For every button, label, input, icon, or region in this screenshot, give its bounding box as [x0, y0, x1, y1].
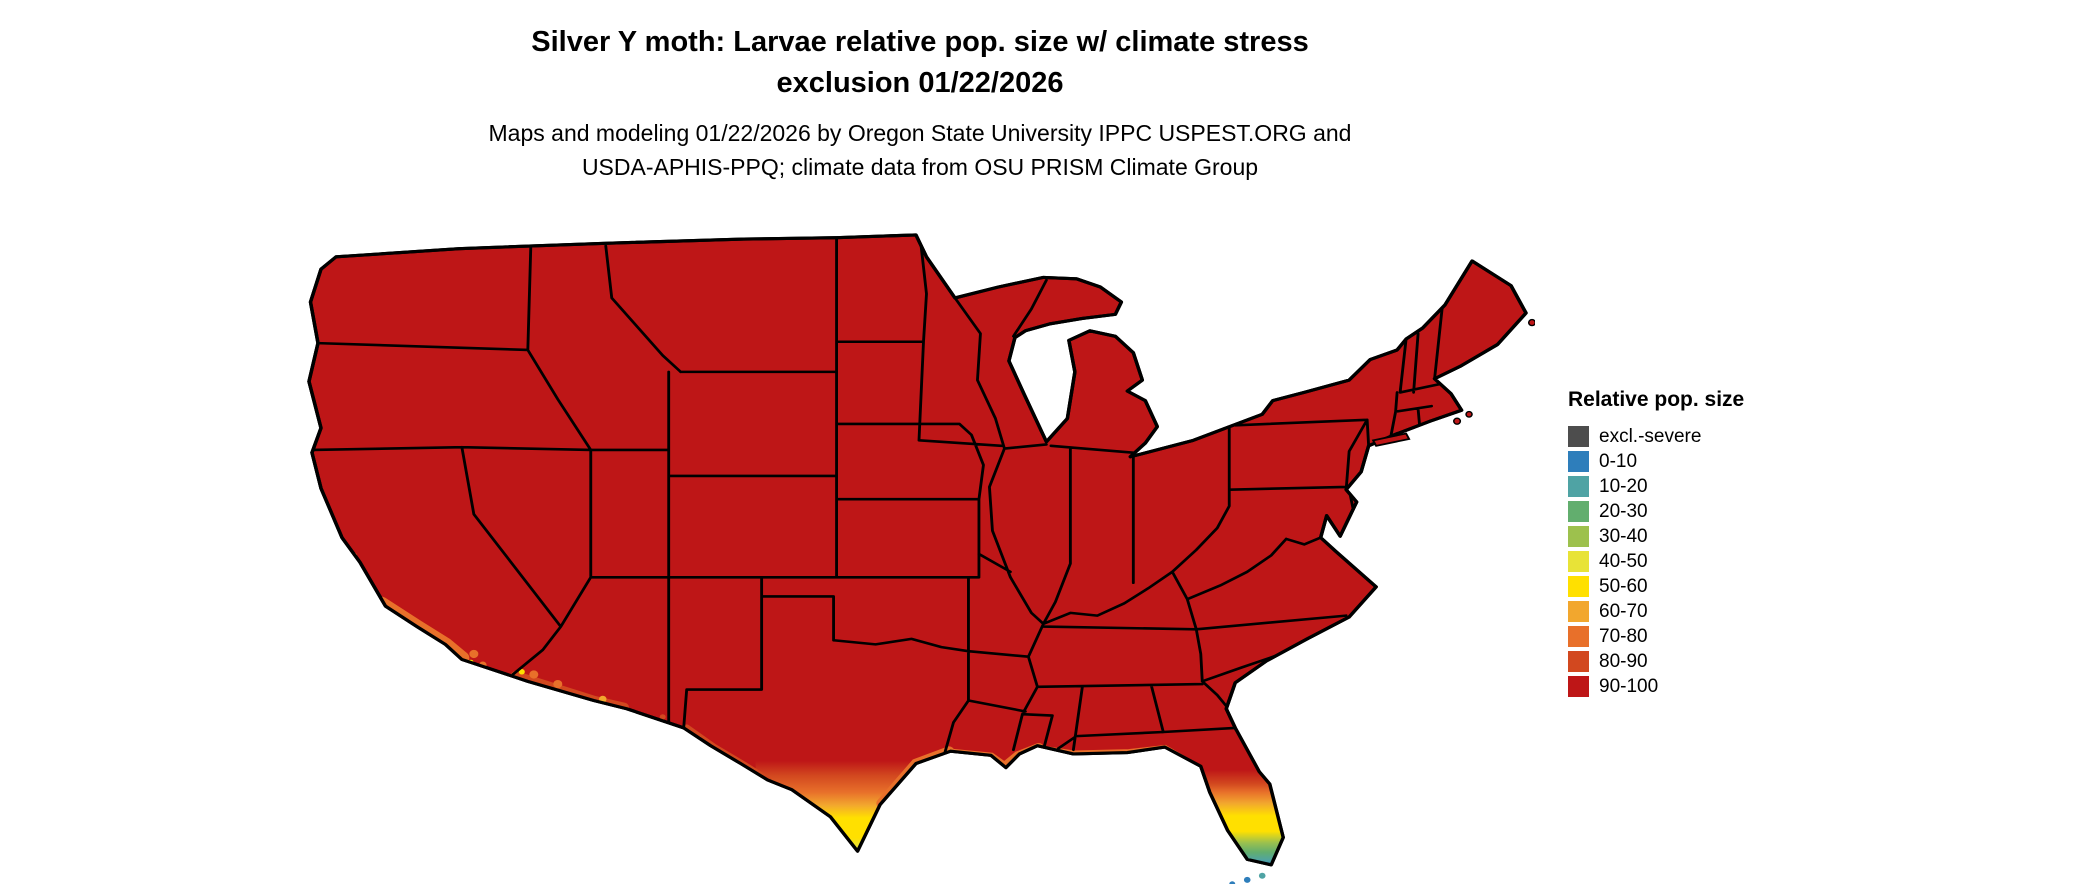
map-subtitle: Maps and modeling 01/22/2026 by Oregon S… — [0, 116, 1840, 184]
state-borders — [310, 236, 1444, 756]
legend-items: excl.-severe 0-10 10-20 20-30 30-40 40-5… — [1568, 424, 1744, 699]
legend-swatch — [1568, 601, 1589, 622]
us-map — [300, 224, 1535, 884]
legend-item-label: 40-50 — [1599, 550, 1648, 572]
legend-swatch — [1568, 676, 1589, 697]
legend-swatch — [1568, 501, 1589, 522]
upper-keys-dot — [1258, 872, 1266, 879]
arizona-speckles — [529, 670, 563, 689]
legend-item: excl.-severe — [1568, 424, 1744, 449]
new-mexico-speck — [659, 714, 666, 720]
legend-swatch — [1568, 551, 1589, 572]
legend-item: 90-100 — [1568, 674, 1744, 699]
legend-item: 30-40 — [1568, 524, 1744, 549]
title-line-2: exclusion 01/22/2026 — [776, 67, 1064, 99]
legend-item: 70-80 — [1568, 624, 1744, 649]
map-title: Silver Y moth: Larvae relative pop. size… — [0, 22, 1840, 104]
legend-swatch — [1568, 426, 1589, 447]
legend-swatch — [1568, 451, 1589, 472]
legend: Relative pop. size excl.-severe 0-10 10-… — [1568, 388, 1744, 699]
south-texas-gradient-region — [755, 760, 948, 865]
legend-swatch — [1568, 476, 1589, 497]
legend-item: 80-90 — [1568, 649, 1744, 674]
florida-keys-dots — [1229, 876, 1251, 884]
legend-item-label: 0-10 — [1599, 450, 1638, 472]
subtitle-line-2: USDA-APHIS-PPQ; climate data from OSU PR… — [581, 154, 1259, 180]
legend-item-label: 50-60 — [1599, 575, 1648, 597]
us-land — [307, 233, 1528, 867]
legend-swatch — [1568, 651, 1589, 672]
legend-item: 60-70 — [1568, 599, 1744, 624]
legend-item: 50-60 — [1568, 574, 1744, 599]
legend-item: 20-30 — [1568, 499, 1744, 524]
legend-item-label: 30-40 — [1599, 525, 1648, 547]
legend-item-label: 80-90 — [1599, 650, 1648, 672]
legend-item-label: excl.-severe — [1599, 425, 1702, 447]
legend-item: 40-50 — [1568, 549, 1744, 574]
legend-title: Relative pop. size — [1568, 388, 1745, 411]
legend-item-label: 20-30 — [1599, 500, 1648, 522]
yuma-yellow-speck — [518, 669, 525, 675]
legend-item-label: 70-80 — [1599, 625, 1648, 647]
legend-swatch — [1568, 576, 1589, 597]
legend-item-label: 10-20 — [1599, 475, 1648, 497]
legend-item-label: 60-70 — [1599, 600, 1648, 622]
northeast-island-dots — [1453, 318, 1535, 425]
legend-item-label: 90-100 — [1599, 675, 1659, 697]
long-island — [1371, 432, 1411, 447]
header: Silver Y moth: Larvae relative pop. size… — [0, 22, 1840, 184]
subtitle-line-1: Maps and modeling 01/22/2026 by Oregon S… — [488, 120, 1352, 146]
legend-item: 10-20 — [1568, 474, 1744, 499]
legend-swatch — [1568, 626, 1589, 647]
legend-item: 0-10 — [1568, 449, 1744, 474]
legend-swatch — [1568, 526, 1589, 547]
us-map-svg — [307, 233, 1535, 884]
title-line-1: Silver Y moth: Larvae relative pop. size… — [531, 26, 1309, 58]
